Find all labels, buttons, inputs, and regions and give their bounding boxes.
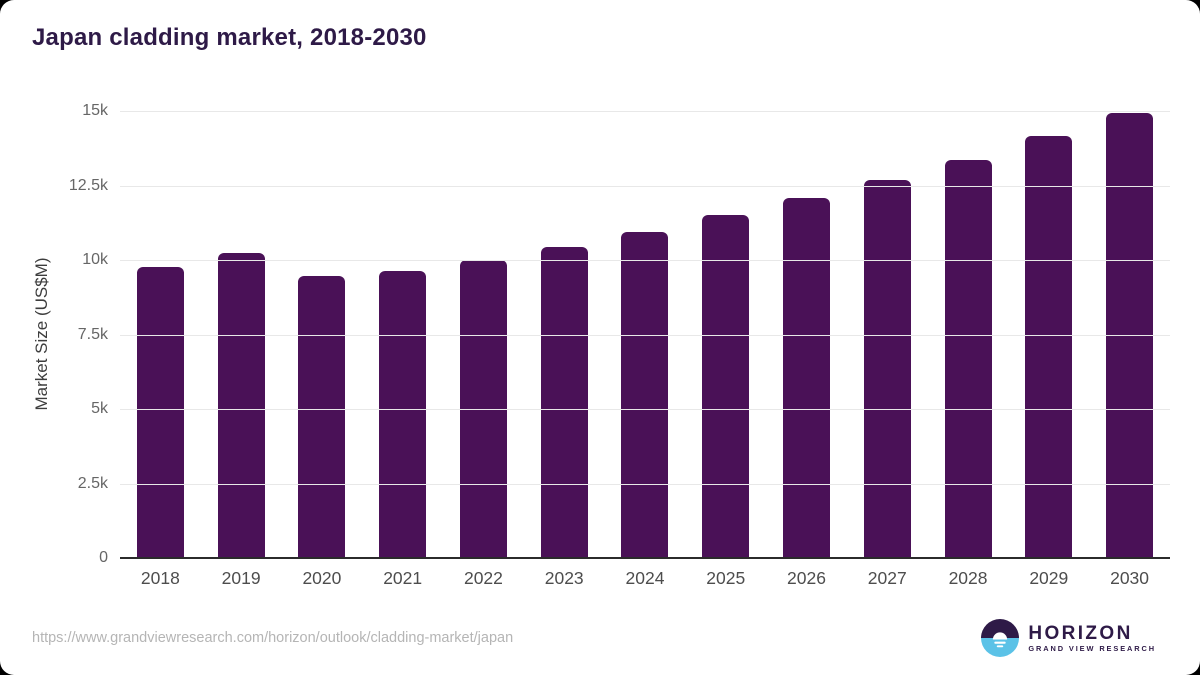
horizon-logo: HORIZON GRAND VIEW RESEARCH (981, 619, 1156, 657)
x-tick-label-2023: 2023 (544, 568, 584, 588)
y-tick-label-15k: 15k (82, 102, 108, 119)
bar-2018 (136, 266, 184, 558)
x-tick-label-2028: 2028 (948, 568, 988, 588)
y-tick-label-2.5k: 2.5k (77, 474, 108, 492)
y-tick-label-5k: 5k (91, 400, 108, 417)
horizon-sun-circle-icon (981, 619, 1020, 657)
bar-slot-2019 (201, 252, 282, 558)
gridline-12.5k (120, 185, 1170, 187)
y-tick-label-7.5k: 7.5k (77, 325, 108, 343)
x-tick-label-2026: 2026 (787, 568, 826, 588)
logo-text: HORIZON GRAND VIEW RESEARCH (1028, 622, 1156, 653)
x-tick-label-2030: 2030 (1110, 568, 1150, 588)
bar-slot-2025 (685, 215, 766, 558)
bar-slot-2028 (928, 159, 1009, 558)
bar-slot-2027 (847, 180, 928, 558)
gridline-7.5k (120, 334, 1170, 336)
gridline-5k (120, 409, 1170, 410)
x-axis-labels: 2018 2019 2020 2021 2022 2023 2024 2025 2026 2027… (120, 568, 1170, 589)
y-tick-label-0: 0 (99, 549, 108, 566)
x-tick-label-2022: 2022 (463, 568, 503, 588)
plot-area (120, 111, 1170, 559)
x-tick-label-2018: 2018 (140, 568, 180, 588)
x-tick-label-2020: 2020 (302, 568, 342, 588)
bar-slot-2026 (766, 198, 847, 558)
x-tick-label-2029: 2029 (1029, 568, 1069, 588)
y-tick-label-12.5k: 12.5k (68, 176, 108, 194)
bar-2019 (217, 252, 265, 558)
gridline-10k (120, 260, 1170, 261)
x-tick-label-2019: 2019 (221, 568, 261, 588)
x-tick-label-2021: 2021 (383, 568, 423, 588)
logo-subtitle: GRAND VIEW RESEARCH (1028, 643, 1156, 653)
x-tick-label-2024: 2024 (625, 568, 665, 588)
bar-slot-2021 (362, 270, 443, 558)
bar-slot-2023 (524, 246, 605, 558)
bar-2026 (783, 198, 830, 558)
bar-slot-2024 (605, 231, 686, 558)
gridline-2.5k (120, 483, 1170, 485)
x-tick-label-2027: 2027 (867, 568, 907, 588)
y-tick-label-10k: 10k (82, 251, 108, 268)
bar-2029 (1025, 135, 1073, 558)
y-axis-labels: 0 2.5k 5k 7.5k 10k 12.5k 15k (0, 102, 108, 566)
bar-2027 (863, 180, 911, 558)
bar-2021 (379, 270, 427, 558)
logo-title: HORIZON (1028, 622, 1133, 644)
bar-2025 (702, 215, 750, 558)
bar-slot-2020 (282, 275, 363, 558)
bar-slot-2029 (1008, 135, 1089, 558)
x-axis-line (120, 557, 1170, 559)
bar-2024 (621, 231, 669, 558)
gridline-15k (120, 111, 1170, 112)
x-tick-label-2025: 2025 (706, 568, 746, 588)
source-url: https://www.grandviewresearch.com/horizo… (32, 630, 514, 646)
bar-slot-2018 (120, 266, 201, 558)
bar-2020 (298, 275, 346, 558)
bar-2023 (540, 246, 588, 558)
chart-title: Japan cladding market, 2018-2030 (32, 24, 427, 51)
bar-2028 (944, 159, 992, 558)
